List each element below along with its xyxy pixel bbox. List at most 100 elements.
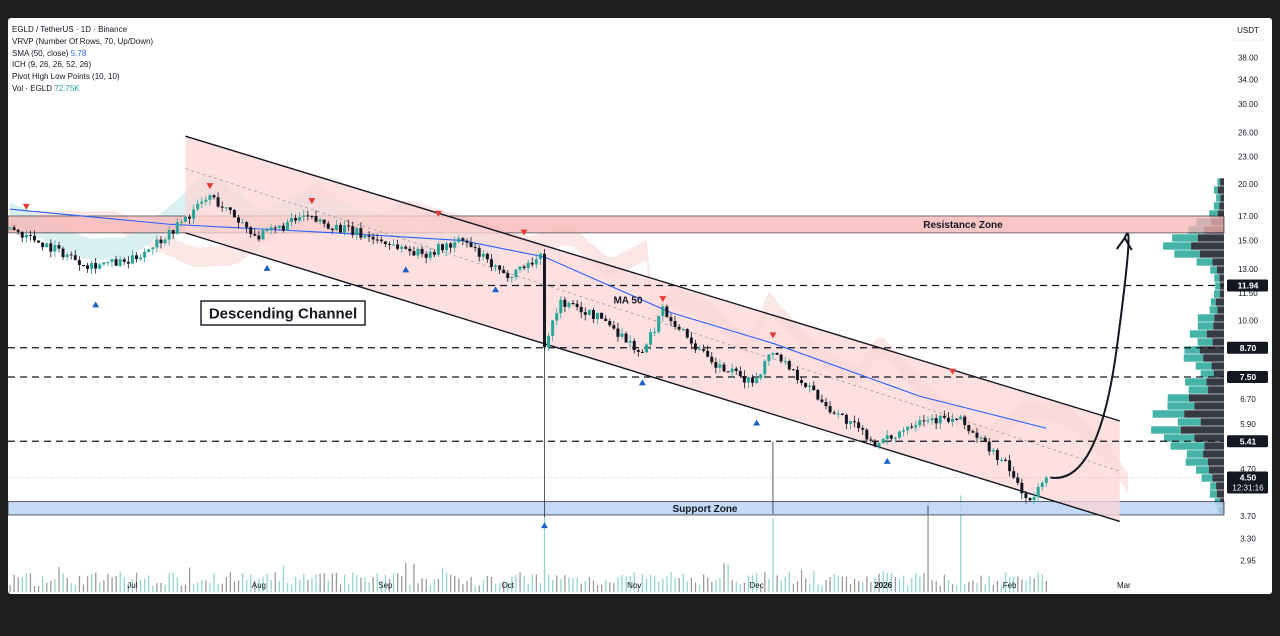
candle[interactable] bbox=[163, 239, 167, 244]
candle[interactable] bbox=[926, 420, 930, 422]
candle[interactable] bbox=[579, 306, 583, 313]
candle[interactable] bbox=[657, 315, 661, 332]
price-chart[interactable]: Resistance Zone Support Zone MA 50 Descen… bbox=[8, 18, 1272, 594]
candle[interactable] bbox=[269, 227, 273, 231]
candle[interactable] bbox=[759, 374, 763, 379]
candle[interactable] bbox=[477, 248, 481, 257]
candle[interactable] bbox=[387, 244, 391, 246]
candle[interactable] bbox=[1028, 498, 1032, 501]
candle[interactable] bbox=[551, 320, 555, 336]
candle[interactable] bbox=[396, 244, 400, 249]
candle[interactable] bbox=[220, 206, 224, 208]
candle[interactable] bbox=[763, 361, 767, 375]
candle[interactable] bbox=[563, 299, 567, 307]
candle[interactable] bbox=[179, 221, 183, 223]
candle[interactable] bbox=[575, 303, 579, 307]
legend-vrvp[interactable]: VRVP (Number Of Rows, 70, Up/Down) bbox=[12, 36, 154, 46]
candle[interactable] bbox=[832, 412, 836, 414]
candle[interactable] bbox=[404, 246, 408, 249]
candle[interactable] bbox=[183, 216, 187, 222]
candle[interactable] bbox=[432, 251, 436, 255]
candle[interactable] bbox=[591, 310, 595, 319]
candle[interactable] bbox=[1032, 497, 1036, 501]
candle[interactable] bbox=[249, 227, 253, 234]
candle[interactable] bbox=[600, 312, 604, 319]
candle[interactable] bbox=[465, 240, 469, 243]
candle[interactable] bbox=[800, 380, 804, 383]
candle[interactable] bbox=[795, 369, 799, 381]
candle[interactable] bbox=[216, 197, 220, 207]
candle[interactable] bbox=[196, 203, 200, 210]
candle[interactable] bbox=[143, 251, 147, 258]
candle[interactable] bbox=[636, 350, 640, 352]
candle[interactable] bbox=[224, 207, 228, 209]
candle[interactable] bbox=[930, 418, 934, 421]
candle[interactable] bbox=[902, 430, 906, 432]
candle[interactable] bbox=[714, 362, 718, 368]
candle[interactable] bbox=[253, 233, 257, 236]
candle[interactable] bbox=[322, 219, 326, 224]
candle[interactable] bbox=[873, 440, 877, 447]
candle[interactable] bbox=[653, 331, 657, 333]
candle[interactable] bbox=[273, 227, 277, 229]
candle[interactable] bbox=[673, 321, 677, 327]
candle[interactable] bbox=[791, 369, 795, 371]
candle[interactable] bbox=[681, 329, 685, 331]
candle[interactable] bbox=[730, 368, 734, 373]
candle[interactable] bbox=[649, 332, 653, 345]
candle[interactable] bbox=[612, 325, 616, 329]
candle[interactable] bbox=[53, 245, 57, 252]
candle[interactable] bbox=[440, 244, 444, 251]
candle[interactable] bbox=[710, 356, 714, 363]
candle[interactable] bbox=[86, 265, 90, 269]
candle[interactable] bbox=[314, 216, 318, 222]
candle[interactable] bbox=[290, 218, 294, 223]
candle[interactable] bbox=[518, 266, 522, 270]
candle[interactable] bbox=[106, 261, 110, 263]
candle[interactable] bbox=[81, 265, 85, 267]
candle[interactable] bbox=[644, 344, 648, 353]
candle[interactable] bbox=[61, 248, 65, 258]
candle[interactable] bbox=[392, 244, 396, 246]
candle[interactable] bbox=[114, 259, 118, 266]
candle[interactable] bbox=[506, 273, 510, 279]
candle[interactable] bbox=[632, 340, 636, 351]
candle[interactable] bbox=[624, 333, 628, 343]
candle[interactable] bbox=[416, 248, 420, 256]
candle[interactable] bbox=[102, 262, 106, 265]
candle[interactable] bbox=[751, 377, 755, 383]
candle[interactable] bbox=[65, 254, 69, 258]
candle[interactable] bbox=[987, 441, 991, 452]
candle[interactable] bbox=[90, 262, 94, 269]
candle[interactable] bbox=[1008, 460, 1012, 472]
candle[interactable] bbox=[547, 335, 551, 348]
candle[interactable] bbox=[453, 242, 457, 248]
candle[interactable] bbox=[241, 222, 245, 224]
candle[interactable] bbox=[12, 227, 16, 230]
candle[interactable] bbox=[326, 223, 330, 229]
candle[interactable] bbox=[408, 248, 412, 252]
candle[interactable] bbox=[1012, 471, 1016, 478]
candle[interactable] bbox=[424, 253, 428, 258]
candle[interactable] bbox=[32, 235, 36, 241]
candle[interactable] bbox=[16, 229, 20, 232]
candle[interactable] bbox=[400, 246, 404, 249]
candle[interactable] bbox=[542, 253, 546, 348]
candle[interactable] bbox=[77, 260, 81, 266]
candle[interactable] bbox=[771, 353, 775, 355]
candle[interactable] bbox=[534, 259, 538, 265]
candle[interactable] bbox=[620, 333, 624, 337]
candle[interactable] bbox=[285, 222, 289, 231]
candle[interactable] bbox=[910, 426, 914, 428]
candle[interactable] bbox=[559, 299, 563, 314]
candle[interactable] bbox=[37, 240, 41, 243]
candle[interactable] bbox=[742, 375, 746, 383]
candle[interactable] bbox=[808, 385, 812, 388]
candle[interactable] bbox=[232, 210, 236, 218]
support-zone[interactable] bbox=[8, 501, 1225, 516]
candle[interactable] bbox=[155, 239, 159, 248]
candle[interactable] bbox=[355, 228, 359, 235]
candle[interactable] bbox=[257, 235, 261, 240]
legend-pivot[interactable]: Pivot High Low Points (10, 10) bbox=[12, 72, 120, 82]
candle[interactable] bbox=[57, 245, 61, 249]
